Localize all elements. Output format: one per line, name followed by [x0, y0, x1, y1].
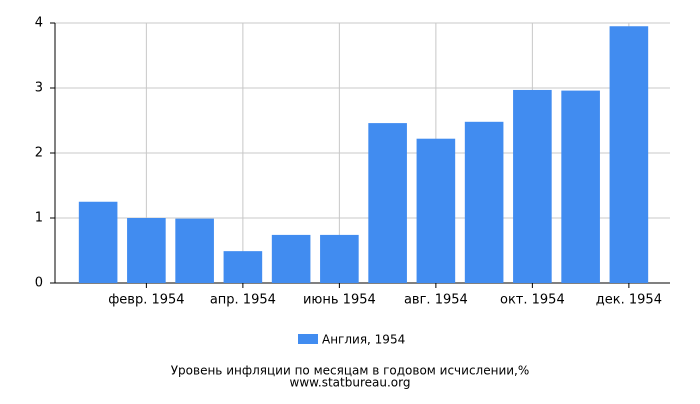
- y-tick-label: 4: [35, 16, 43, 31]
- y-tick-label: 0: [35, 276, 43, 291]
- chart-title: Уровень инфляции по месяцам в годовом ис…: [171, 364, 530, 378]
- bar: [416, 138, 456, 283]
- bar: [223, 251, 263, 283]
- x-tick-label: июнь 1954: [303, 293, 376, 308]
- bar: [127, 218, 166, 283]
- bar: [464, 121, 504, 283]
- legend-label: Англия, 1954: [322, 333, 405, 347]
- bar: [320, 234, 359, 283]
- bar: [513, 89, 552, 283]
- bar: [561, 90, 600, 283]
- bar: [175, 218, 214, 283]
- chart-subtitle: www.statbureau.org: [290, 376, 411, 390]
- x-tick-label: окт. 1954: [500, 293, 565, 308]
- y-tick-label: 2: [35, 146, 43, 161]
- bar: [271, 234, 311, 283]
- bar: [78, 201, 118, 283]
- x-tick-label: дек. 1954: [596, 293, 662, 308]
- y-tick-label: 1: [35, 211, 43, 226]
- x-tick-label: апр. 1954: [210, 293, 276, 308]
- x-tick-label: авг. 1954: [404, 293, 468, 308]
- x-tick-label: февр. 1954: [108, 293, 184, 308]
- bar: [368, 123, 407, 283]
- y-tick-label: 3: [35, 81, 43, 96]
- bar: [609, 26, 649, 283]
- legend-swatch: [298, 334, 318, 344]
